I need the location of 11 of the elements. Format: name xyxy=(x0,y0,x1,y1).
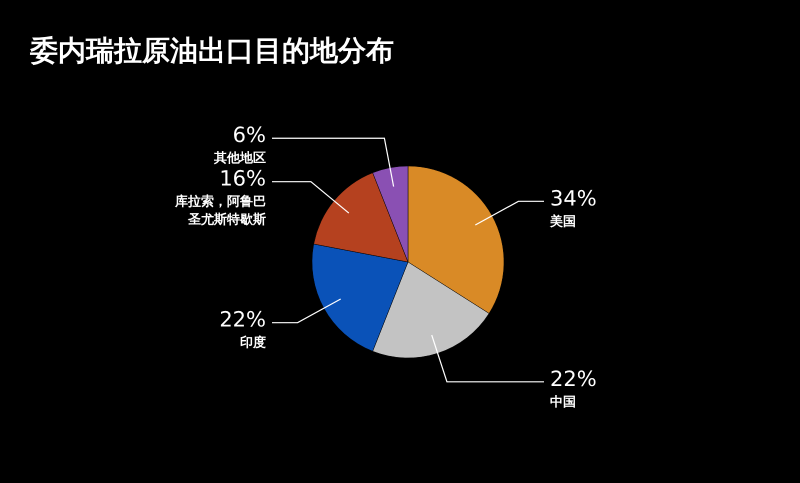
data-label: 22% xyxy=(219,308,266,332)
data-label: 22% xyxy=(550,366,597,391)
slice-label: 印度 xyxy=(240,334,266,351)
slice-label: 美国 xyxy=(549,213,576,230)
data-label: 16% xyxy=(219,166,266,191)
data-label: 6% xyxy=(232,123,266,148)
slice-label: 其他地区 xyxy=(213,151,266,166)
slice-label: 中国 xyxy=(550,394,576,410)
chart-title: 委内瑞拉原油出口目的地分布 xyxy=(30,33,394,69)
data-label: 34% xyxy=(550,186,597,210)
slice-label: 库拉索，阿鲁巴圣尤斯特歇斯 xyxy=(174,194,266,228)
